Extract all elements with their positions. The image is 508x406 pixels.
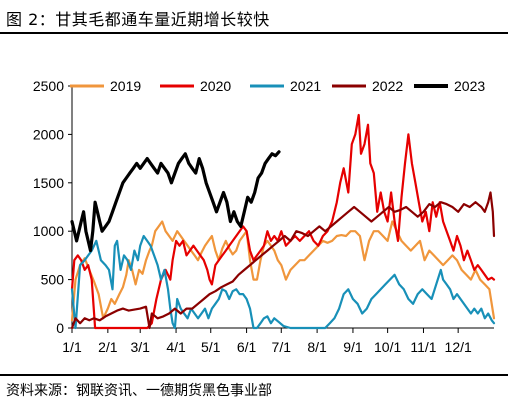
x-tick-label-9: 10/1	[374, 339, 401, 355]
y-tick-label-500: 500	[41, 272, 65, 288]
legend-label-2020: 2020	[200, 78, 231, 94]
legend: 2019 2020 2021 2022 2023	[70, 78, 485, 94]
series-line-2019	[70, 220, 496, 322]
x-axis: 1/1 2/1 3/1 4/1 5/1 6/1 7/1 8/1 9/1 10/1 11/1 12/1	[62, 327, 494, 355]
y-tick-label-2000: 2000	[33, 126, 64, 142]
top-rule	[0, 32, 508, 34]
series-line-2023	[70, 150, 281, 253]
x-tick-label-1: 2/1	[98, 339, 118, 355]
series-line-2021	[70, 234, 496, 330]
y-tick-label-0: 0	[56, 320, 64, 336]
series-line-2020	[70, 113, 496, 330]
legend-label-2021: 2021	[290, 78, 321, 94]
x-tick-label-10: 11/1	[410, 339, 436, 355]
x-tick-label-8: 9/1	[343, 339, 363, 355]
x-tick-label-11: 12/1	[445, 339, 472, 355]
x-tick-label-6: 7/1	[272, 339, 292, 355]
chart: 0 500 1000 1500 2000 2500 1/1 2/1 3/1 4/1 5/1 6/1 7…	[33, 78, 496, 355]
x-tick-label-7: 8/1	[307, 339, 327, 355]
x-tick-label-2: 3/1	[130, 339, 150, 355]
series-line-2022	[70, 191, 496, 330]
y-tick-label-1500: 1500	[33, 175, 64, 191]
figure-title: 图 2：甘其毛都通车量近期增长较快	[6, 10, 270, 29]
legend-label-2022: 2022	[372, 78, 403, 94]
x-tick-label-3: 4/1	[166, 339, 186, 355]
source-note: 资料来源：钢联资讯、一德期货黑色事业部	[6, 383, 272, 399]
legend-label-2019: 2019	[110, 78, 141, 94]
bottom-rule	[0, 374, 508, 376]
y-axis: 0 500 1000 1500 2000 2500	[33, 78, 73, 336]
x-tick-label-5: 6/1	[237, 339, 257, 355]
x-tick-label-0: 1/1	[62, 339, 82, 355]
legend-label-2023: 2023	[454, 78, 485, 94]
x-tick-label-4: 5/1	[201, 339, 221, 355]
y-tick-label-1000: 1000	[33, 223, 64, 239]
plot-area	[70, 113, 496, 330]
y-tick-label-2500: 2500	[33, 78, 64, 94]
